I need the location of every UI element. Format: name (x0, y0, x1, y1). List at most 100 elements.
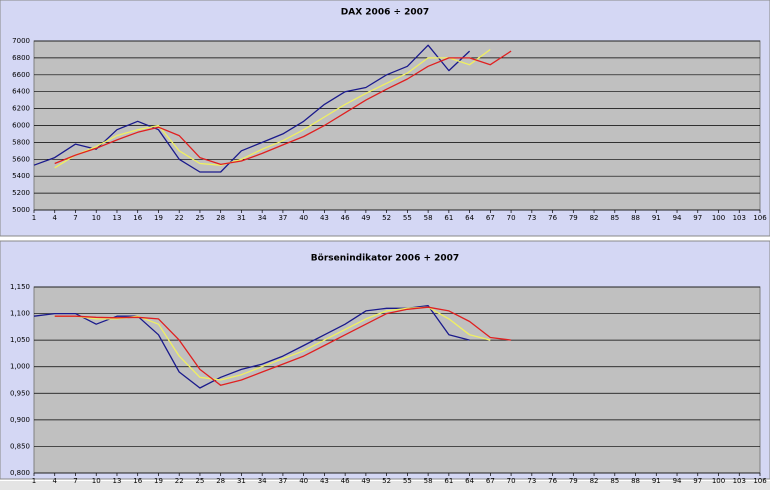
series-line (33, 304, 470, 389)
x-tick-label: 70 (507, 477, 516, 485)
x-tick-label: 4 (53, 477, 58, 485)
x-tick-label: 61 (444, 214, 453, 222)
x-tick-label: 55 (403, 214, 412, 222)
x-tick-label: 52 (382, 214, 391, 222)
y-tick-label: 0,950 (10, 389, 30, 397)
x-tick-label: 16 (133, 214, 142, 222)
x-tick-label: 76 (548, 477, 557, 485)
plot-area (33, 286, 761, 474)
x-tick-label: 73 (527, 214, 536, 222)
x-tick-label: 94 (673, 214, 682, 222)
y-tick-label: 1,150 (10, 283, 30, 291)
x-tick-label: 16 (133, 477, 142, 485)
x-tick-label: 34 (258, 477, 267, 485)
x-tick-label: 106 (753, 477, 767, 485)
y-tick-label: 1,000 (10, 363, 30, 371)
x-tick-label: 79 (569, 477, 578, 485)
x-tick-label: 82 (590, 214, 599, 222)
y-tick-label: 6800 (12, 54, 30, 62)
x-tick-label: 43 (320, 214, 329, 222)
y-tick-label: 0,850 (10, 442, 30, 450)
chart-title: Börsenindikator 2006 + 2007 (311, 254, 459, 264)
chart-title: DAX 2006 ÷ 2007 (341, 8, 429, 18)
x-tick-label: 58 (424, 477, 433, 485)
x-tick-label: 88 (631, 477, 640, 485)
series-line (54, 48, 491, 169)
x-tick-label: 40 (299, 477, 308, 485)
x-tick-label: 31 (237, 214, 246, 222)
x-tick-label: 100 (712, 477, 725, 485)
x-tick-label: 40 (299, 214, 308, 222)
x-tick-label: 4 (53, 214, 58, 222)
x-tick-label: 106 (753, 214, 767, 222)
x-tick-label: 22 (175, 477, 184, 485)
x-tick-label: 49 (361, 477, 370, 485)
x-tick-label: 52 (382, 477, 391, 485)
y-tick-label: 6600 (12, 71, 30, 79)
x-tick-label: 85 (610, 477, 619, 485)
x-tick-label: 67 (486, 477, 495, 485)
x-tick-label: 76 (548, 214, 557, 222)
x-tick-label: 97 (693, 214, 702, 222)
status-bar (0, 481, 770, 490)
series-line (33, 44, 471, 173)
y-tick-label: 5600 (12, 155, 30, 163)
x-tick-label: 91 (652, 477, 661, 485)
x-tick-label: 85 (610, 214, 619, 222)
x-tick-label: 91 (652, 214, 661, 222)
y-tick-label: 5400 (12, 172, 30, 180)
x-tick-label: 82 (590, 477, 599, 485)
x-tick-label: 19 (154, 214, 163, 222)
y-tick-label: 7000 (12, 37, 30, 45)
x-tick-label: 13 (113, 477, 122, 485)
x-tick-label: 7 (73, 477, 77, 485)
y-tick-label: 6200 (12, 105, 30, 113)
x-tick-label: 25 (195, 477, 204, 485)
y-tick-label: 0,800 (10, 469, 30, 477)
x-tick-label: 1 (32, 214, 36, 222)
y-tick-label: 1,100 (10, 310, 30, 318)
x-tick-label: 10 (92, 477, 101, 485)
x-tick-label: 22 (175, 214, 184, 222)
x-tick-label: 19 (154, 477, 163, 485)
series-line (54, 306, 512, 386)
y-tick-label: 5200 (12, 189, 30, 197)
y-tick-label: 6400 (12, 88, 30, 96)
x-tick-label: 100 (712, 214, 725, 222)
x-tick-label: 46 (341, 214, 350, 222)
x-tick-label: 67 (486, 214, 495, 222)
x-tick-label: 43 (320, 477, 329, 485)
x-tick-label: 25 (195, 214, 204, 222)
x-tick-label: 10 (92, 214, 101, 222)
x-tick-label: 73 (527, 477, 536, 485)
x-tick-label: 103 (733, 214, 746, 222)
x-tick-label: 79 (569, 214, 578, 222)
x-tick-label: 61 (444, 477, 453, 485)
x-tick-label: 97 (693, 477, 702, 485)
x-tick-label: 7 (73, 214, 77, 222)
y-tick-label: 5000 (12, 206, 30, 214)
x-tick-label: 37 (278, 214, 287, 222)
x-tick-label: 31 (237, 477, 246, 485)
x-tick-label: 88 (631, 214, 640, 222)
x-tick-label: 28 (216, 477, 225, 485)
x-tick-label: 1 (32, 477, 36, 485)
x-tick-label: 94 (673, 477, 682, 485)
x-tick-label: 55 (403, 477, 412, 485)
x-tick-label: 34 (258, 214, 267, 222)
series-line (54, 50, 512, 166)
x-tick-label: 49 (361, 214, 370, 222)
x-tick-label: 64 (465, 477, 474, 485)
x-tick-label: 64 (465, 214, 474, 222)
x-tick-label: 70 (507, 214, 516, 222)
x-tick-label: 103 (733, 477, 746, 485)
x-tick-label: 58 (424, 214, 433, 222)
x-tick-label: 46 (341, 477, 350, 485)
x-tick-label: 37 (278, 477, 287, 485)
y-tick-label: 1,050 (10, 336, 30, 344)
x-tick-label: 13 (113, 214, 122, 222)
y-tick-label: 0,900 (10, 416, 30, 424)
y-tick-label: 5800 (12, 138, 30, 146)
y-tick-label: 6000 (12, 122, 30, 130)
